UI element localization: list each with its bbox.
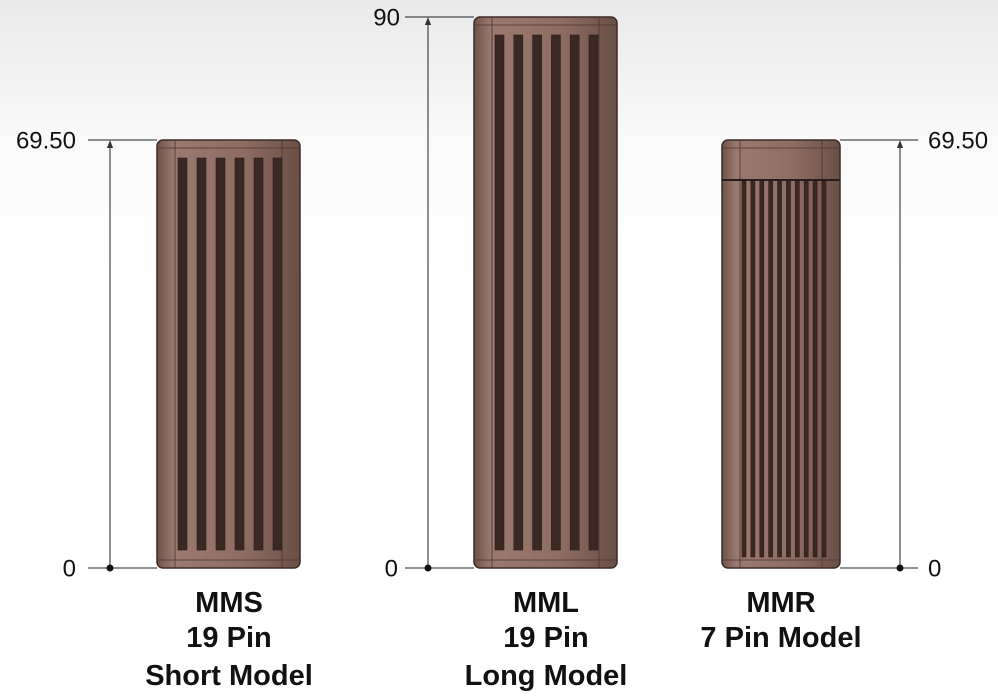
- slot: [822, 181, 826, 557]
- slot: [769, 181, 773, 557]
- dimension-top: 69.50: [16, 127, 76, 154]
- model-pins: 19 Pin: [503, 622, 588, 654]
- dimension-top: 69.50: [928, 127, 988, 154]
- slot: [813, 181, 817, 557]
- dimension-bottom: 0: [63, 555, 76, 582]
- slot: [751, 181, 755, 557]
- slot: [778, 181, 782, 557]
- dimension-bottom: 0: [385, 555, 398, 582]
- slot: [589, 35, 598, 550]
- dimension-origin: [425, 565, 432, 572]
- model-pins: 19 Pin: [186, 622, 271, 654]
- slot: [786, 181, 790, 557]
- slot: [235, 158, 244, 550]
- model-name: MMS: [195, 587, 263, 619]
- dimension-bottom: 0: [928, 555, 941, 582]
- slot: [533, 35, 542, 550]
- slot: [804, 181, 808, 557]
- dimension-origin: [897, 565, 904, 572]
- model-pins: 7 Pin Model: [700, 622, 861, 654]
- slot: [216, 158, 225, 550]
- slot: [197, 158, 206, 550]
- model-type: Short Model: [145, 660, 313, 692]
- model-type: Long Model: [465, 660, 628, 692]
- slot: [273, 158, 282, 550]
- slot: [795, 181, 799, 557]
- model-name: MML: [513, 587, 579, 619]
- slot: [570, 35, 579, 550]
- slot: [178, 158, 187, 550]
- slot: [742, 181, 746, 557]
- dimension-top: 90: [373, 4, 400, 31]
- slot: [254, 158, 263, 550]
- slot: [514, 35, 523, 550]
- dimension-origin: [107, 565, 114, 572]
- model-name: MMR: [746, 587, 815, 619]
- slot: [551, 35, 560, 550]
- slot: [760, 181, 764, 557]
- diagram: 69.50 0 90 0 69.50 0 MMS 19 Pin Short Mo…: [0, 0, 998, 697]
- slot: [495, 35, 504, 550]
